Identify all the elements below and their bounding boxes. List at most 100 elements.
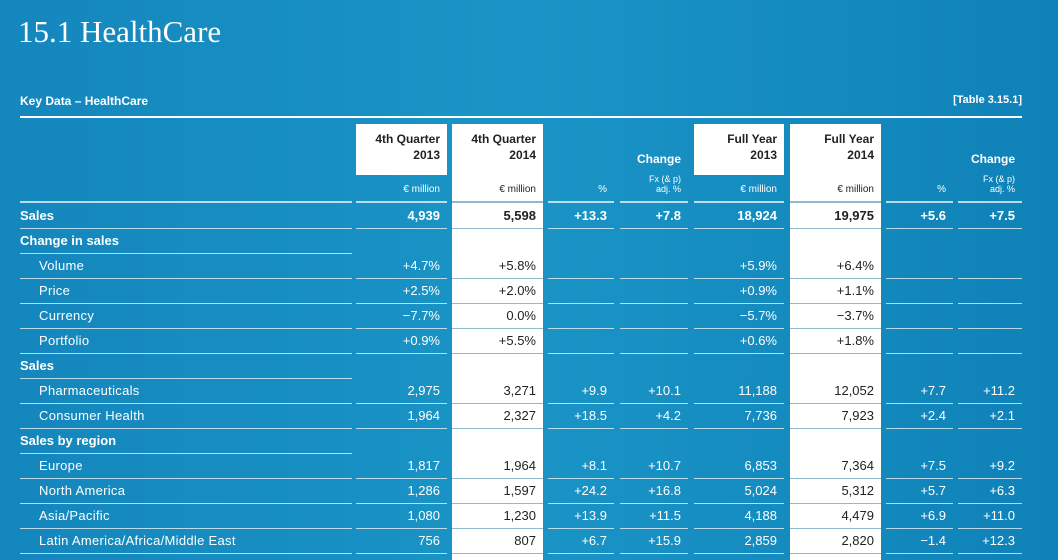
- row-line: [452, 553, 543, 554]
- unit-line: %: [937, 184, 946, 195]
- cell-value: 807: [514, 533, 536, 548]
- row-line: [452, 303, 543, 304]
- header-line: 4th Quarter: [471, 132, 536, 146]
- row-label: Consumer Health: [39, 408, 145, 423]
- cell-value: +1.8%: [836, 333, 874, 348]
- cell-value: 7,364: [841, 458, 874, 473]
- row-line: [790, 201, 881, 203]
- header-line: 2014: [847, 148, 874, 162]
- row-line: [694, 201, 784, 203]
- row-label: Change in sales: [20, 233, 119, 248]
- row-line: [958, 403, 1022, 404]
- row-line: [790, 528, 881, 529]
- row-label: Price: [39, 283, 71, 298]
- row-line: [958, 503, 1022, 504]
- unit-label: € million: [790, 185, 881, 195]
- row-line: [620, 278, 688, 279]
- row-line: [886, 503, 953, 504]
- cell-value: +2.0%: [498, 283, 536, 298]
- row-line: [20, 253, 352, 254]
- row-label: Currency: [39, 308, 95, 323]
- row-line: [958, 478, 1022, 479]
- row-line: [886, 201, 953, 203]
- row-line: [694, 278, 784, 279]
- unit-label: € million: [694, 185, 784, 195]
- unit-line: Fx (& p): [982, 174, 1015, 184]
- header-line: Full Year: [727, 132, 777, 146]
- column-header: Change: [548, 151, 688, 167]
- cell-value: +9.2: [989, 458, 1015, 473]
- row-line: [548, 478, 614, 479]
- unit-label: € million: [452, 185, 543, 195]
- row-line: [694, 228, 784, 229]
- row-line: [886, 478, 953, 479]
- row-line: [620, 201, 688, 203]
- row-line: [620, 328, 688, 329]
- cell-value: +0.6%: [739, 333, 777, 348]
- cell-value: 4,479: [841, 508, 874, 523]
- header-line: 4th Quarter: [375, 132, 440, 146]
- cell-value: +5.7: [920, 483, 946, 498]
- row-label: Sales by region: [20, 433, 117, 448]
- row-line: [452, 328, 543, 329]
- row-line: [694, 503, 784, 504]
- row-line: [20, 303, 352, 304]
- cell-value: 1,286: [407, 483, 440, 498]
- row-line: [620, 303, 688, 304]
- row-line: [694, 528, 784, 529]
- row-line: [620, 228, 688, 229]
- row-line: [356, 328, 447, 329]
- row-line: [356, 478, 447, 479]
- row-line: [790, 553, 881, 554]
- row-line: [790, 353, 881, 354]
- unit-line: adj. %: [989, 184, 1015, 194]
- cell-value: +16.8: [648, 483, 681, 498]
- header-line: 2013: [413, 148, 440, 162]
- header-line: 2014: [509, 148, 536, 162]
- row-line: [790, 278, 881, 279]
- cell-value: 1,597: [503, 483, 536, 498]
- cell-value: 2,975: [407, 383, 440, 398]
- cell-value: +12.3: [982, 533, 1015, 548]
- row-line: [356, 303, 447, 304]
- row-label: Pharmaceuticals: [39, 383, 140, 398]
- cell-value: 756: [418, 533, 440, 548]
- cell-value: +5.9%: [739, 258, 777, 273]
- unit-line: Fx (& p): [648, 174, 681, 184]
- row-line: [694, 428, 784, 429]
- row-line: [20, 328, 352, 329]
- cell-value: 4,939: [407, 208, 440, 223]
- cell-value: +6.4%: [836, 258, 874, 273]
- unit-label: € million: [356, 185, 447, 195]
- column-header: Change: [886, 151, 1022, 167]
- page-title: 15.1 HealthCare: [18, 14, 222, 49]
- row-line: [620, 478, 688, 479]
- row-label: Volume: [39, 258, 85, 273]
- row-line: [694, 303, 784, 304]
- unit-line: € million: [740, 184, 777, 195]
- row-line: [548, 553, 614, 554]
- row-line: [548, 328, 614, 329]
- cell-value: +7.5: [989, 208, 1015, 223]
- row-line: [20, 428, 352, 429]
- row-line: [620, 403, 688, 404]
- cell-value: −1.4: [920, 533, 946, 548]
- cell-value: +11.5: [649, 508, 681, 523]
- row-line: [620, 528, 688, 529]
- cell-value: +4.2: [655, 408, 681, 423]
- unit-line: %: [598, 184, 607, 195]
- row-line: [548, 353, 614, 354]
- cell-value: +13.3: [574, 208, 607, 223]
- row-line: [20, 228, 352, 229]
- cell-value: 19,975: [834, 208, 874, 223]
- row-line: [958, 528, 1022, 529]
- cell-value: 12,052: [834, 383, 874, 398]
- cell-value: +5.5%: [498, 333, 536, 348]
- row-line: [452, 428, 543, 429]
- row-line: [886, 403, 953, 404]
- cell-value: +2.4: [920, 408, 946, 423]
- row-line: [790, 403, 881, 404]
- row-line: [356, 503, 447, 504]
- row-line: [548, 201, 614, 203]
- row-line: [452, 353, 543, 354]
